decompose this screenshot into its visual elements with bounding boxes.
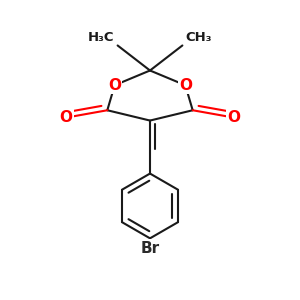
Text: O: O <box>108 78 121 93</box>
Text: H₃C: H₃C <box>88 31 115 44</box>
Text: O: O <box>227 110 240 125</box>
Text: O: O <box>60 110 73 125</box>
Text: O: O <box>179 78 192 93</box>
Text: CH₃: CH₃ <box>185 31 212 44</box>
Text: Br: Br <box>140 241 160 256</box>
